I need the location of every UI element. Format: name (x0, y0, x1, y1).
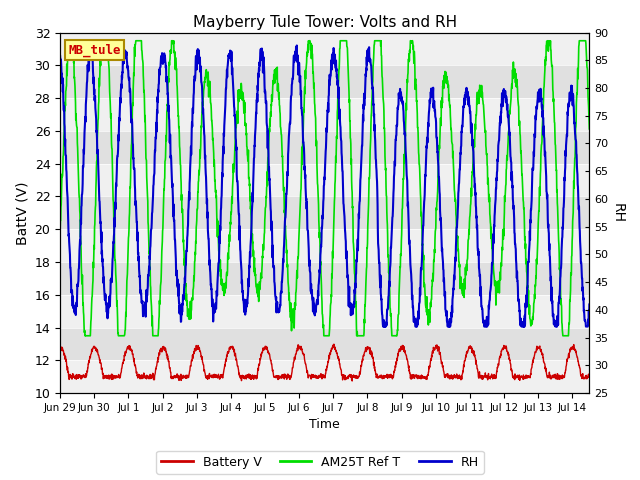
Bar (60, 229, 589, 262)
Y-axis label: RH: RH (611, 203, 625, 223)
Title: Mayberry Tule Tower: Volts and RH: Mayberry Tule Tower: Volts and RH (193, 15, 457, 30)
Bar (60, 196, 589, 229)
Bar (60, 131, 589, 164)
Bar (60, 295, 589, 327)
Bar (60, 360, 589, 393)
Bar (60, 98, 589, 131)
Legend: Battery V, AM25T Ref T, RH: Battery V, AM25T Ref T, RH (156, 451, 484, 474)
Y-axis label: BattV (V): BattV (V) (15, 181, 29, 245)
Text: MB_tule: MB_tule (68, 43, 120, 57)
Bar (60, 164, 589, 196)
Bar (60, 65, 589, 98)
Bar (60, 33, 589, 65)
Bar (60, 262, 589, 295)
X-axis label: Time: Time (309, 419, 340, 432)
Bar (60, 327, 589, 360)
